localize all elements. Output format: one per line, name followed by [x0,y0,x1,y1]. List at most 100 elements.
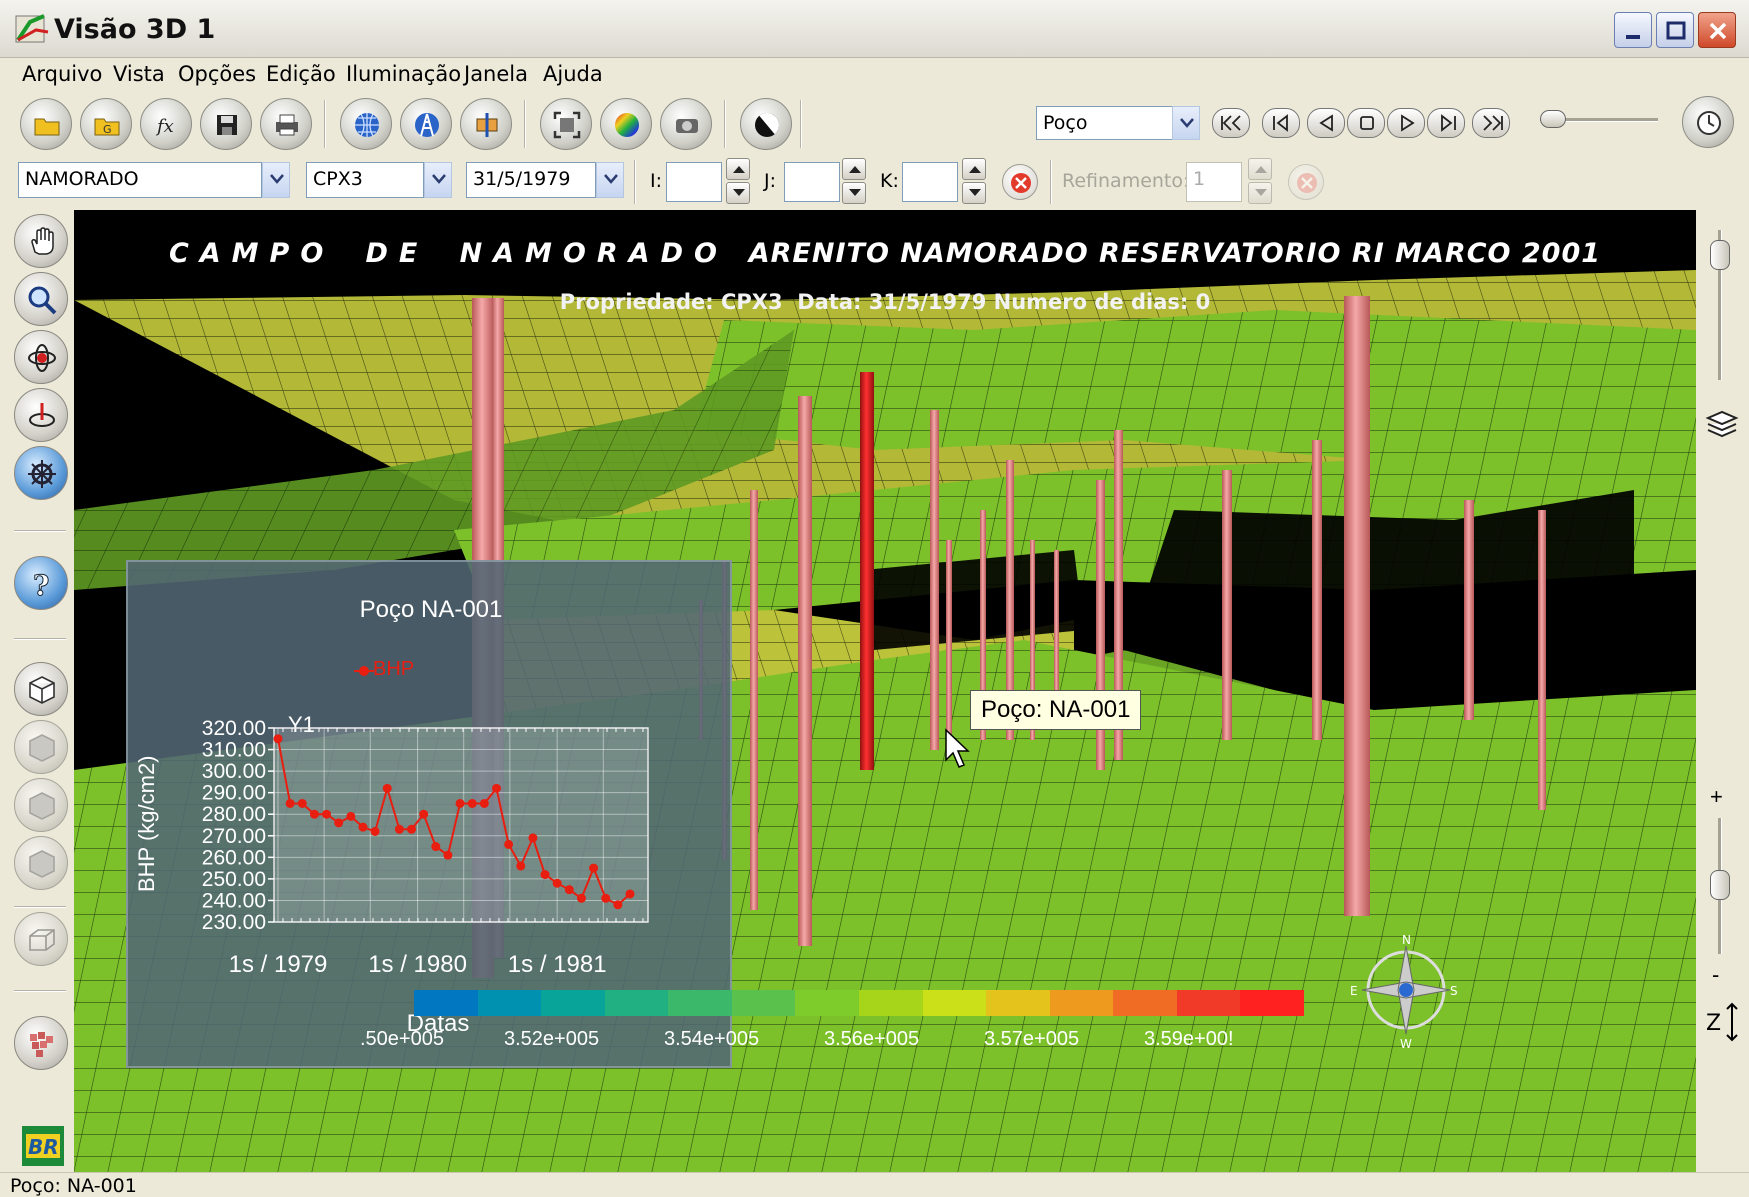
zoom-tool-button[interactable] [14,272,68,326]
animation-speed-slider-thumb[interactable] [1540,110,1566,128]
maximize-button[interactable] [1656,12,1694,48]
object-type-select[interactable]: Poço [1036,106,1176,140]
timer-button[interactable] [1682,96,1734,148]
animation-speed-track[interactable] [1540,118,1658,122]
object-type-dropdown-button[interactable] [1172,106,1200,140]
play-button[interactable] [1387,108,1425,138]
spin-down-button[interactable] [842,182,866,204]
spin-up-button[interactable] [1248,158,1272,180]
open-grid-button[interactable]: G [80,98,132,150]
k-index-spinner[interactable] [962,158,986,204]
help-button[interactable]: ? [14,556,68,610]
printer-icon [276,114,298,136]
tilt-slider-thumb[interactable] [1710,240,1730,270]
play-backward-button[interactable] [1307,108,1345,138]
k-index-input[interactable] [902,162,958,202]
menu-ajuda[interactable]: Ajuda [543,62,603,86]
grid-blocks-button[interactable] [14,1016,68,1070]
menu-opcoes[interactable]: Opções [178,62,257,86]
print-button[interactable] [260,98,312,150]
left-toolbar-separator [14,638,66,640]
menu-janela[interactable]: Janela [464,62,528,86]
top-view-button[interactable] [14,720,68,774]
refinement-spinner[interactable] [1248,158,1272,204]
first-frame-button[interactable] [1212,108,1250,138]
clear-refinement-button[interactable] [1288,164,1324,200]
refinement-input[interactable]: 1 [1186,162,1242,202]
function-button[interactable]: fx [140,98,192,150]
date-select[interactable]: 31/5/1979 [466,162,596,198]
skip-last-icon [1483,115,1503,131]
menu-iluminacao[interactable]: Iluminação [346,62,462,86]
left-toolbar-separator [14,990,66,992]
zoom-slider-thumb[interactable] [1710,870,1730,900]
i-index-label: I: [650,170,663,192]
color-scale-swatch [731,990,796,1016]
k-index-label: K: [880,170,899,192]
toolbar-separator [324,100,326,148]
property-dropdown-button[interactable] [424,162,452,198]
layers-icon[interactable] [1704,406,1740,440]
spin-up-button[interactable] [842,158,866,180]
spin-down-button[interactable] [962,182,986,204]
function-icon: fx [155,116,174,137]
open-button[interactable] [20,98,72,150]
menu-edicao[interactable]: Edição [266,62,336,86]
minimize-button[interactable] [1614,12,1652,48]
reservoir-3d-scene[interactable]: N S E W [74,210,1696,1172]
lighting-button[interactable] [740,98,792,150]
spin-up-button[interactable] [962,158,986,180]
wireframe-button[interactable] [14,912,68,966]
magnifier-icon [28,286,57,315]
j-index-input[interactable] [784,162,840,202]
date-dropdown-button[interactable] [596,162,624,198]
j-index-spinner[interactable] [842,158,866,204]
fit-view-button[interactable] [540,98,592,150]
chevron-down-icon [270,174,284,184]
navigate-tool-button[interactable] [14,446,68,500]
pan-tool-button[interactable] [14,214,68,268]
field-dropdown-button[interactable] [262,162,290,198]
3d-viewport[interactable]: N S E W CAMPO DE NAMORADO ARENITO NAMORA… [74,210,1696,1172]
clear-index-button[interactable] [1002,164,1038,200]
arrow-up-icon [733,166,745,173]
last-frame-button[interactable] [1472,108,1510,138]
right-control-strip: + - Z [1696,210,1749,1172]
save-button[interactable] [200,98,252,150]
well-chart-panel[interactable]: Poço NA-001 BHP Y1 BHP (kg/cm2) 320.00 31… [126,560,732,1068]
ship-wheel-icon [28,460,56,488]
color-scale-swatch [668,990,733,1016]
close-window-button[interactable] [1698,12,1736,48]
compass-icon: N S E W [1350,933,1458,1051]
grid-view-button[interactable] [340,98,392,150]
i-index-input[interactable] [666,162,722,202]
spin-down-button[interactable] [726,182,750,204]
front-view-button[interactable] [14,778,68,832]
spin-down-button[interactable] [1248,182,1272,204]
section-button[interactable] [460,98,512,150]
menu-vista[interactable]: Vista [113,62,165,86]
field-select[interactable]: NAMORADO [18,162,262,198]
stop-button[interactable] [1347,108,1385,138]
y-tick-label: 320.00 [202,717,266,740]
camera-button[interactable] [660,98,712,150]
well-view-button[interactable] [400,98,452,150]
color-scale-swatch [795,990,860,1016]
menu-arquivo[interactable]: Arquivo [22,62,103,86]
tilt-slider-track[interactable] [1718,230,1722,380]
next-step-button[interactable] [1427,108,1465,138]
z-exaggeration-icon[interactable]: Z [1704,1000,1740,1044]
data-point [455,798,465,808]
rotate-tool-button[interactable] [14,330,68,384]
previous-step-button[interactable] [1262,108,1300,138]
property-select[interactable]: CPX3 [306,162,424,198]
well-tooltip: Poço: NA-001 [970,690,1142,730]
spin-tool-button[interactable] [14,388,68,442]
spin-up-button[interactable] [726,158,750,180]
title-bar[interactable]: Visão 3D 1 [0,0,1749,58]
color-map-button[interactable] [600,98,652,150]
i-index-spinner[interactable] [726,158,750,204]
cube-view-button[interactable] [14,662,68,716]
side-view-button[interactable] [14,836,68,890]
arrow-up-icon [1255,166,1267,173]
